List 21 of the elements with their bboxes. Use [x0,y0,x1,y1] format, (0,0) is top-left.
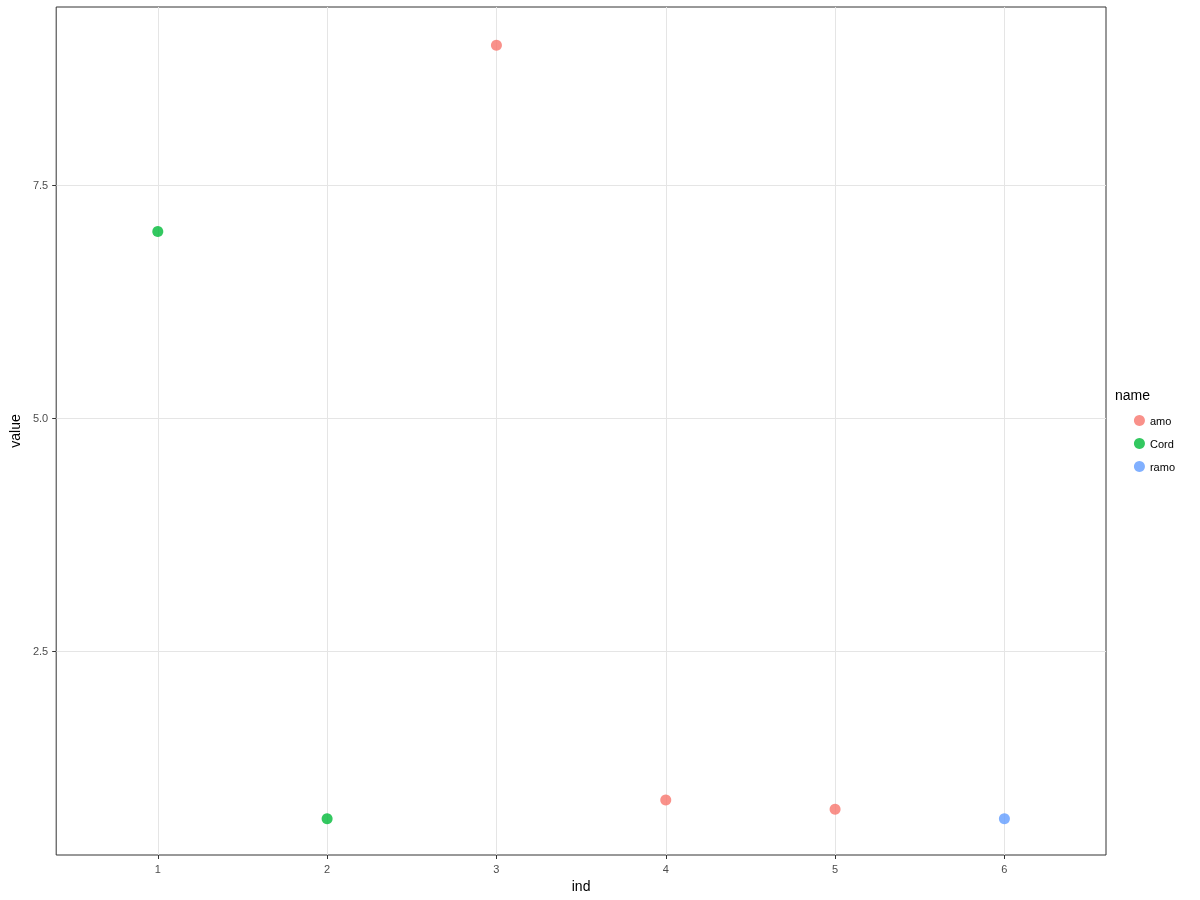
legend-label: ramo [1149,460,1175,473]
x-tick-label: 6 [1001,862,1008,875]
point [829,803,841,815]
y-axis-title: value [7,414,23,448]
x-tick-label: 2 [324,862,331,875]
x-tick-label: 1 [154,862,161,875]
point [321,813,333,825]
x-tick-label: 4 [662,862,669,875]
legend-label: Cord [1149,437,1174,450]
point [660,794,672,806]
x-tick-label: 5 [832,862,839,875]
y-tick-label: 5.0 [32,411,49,424]
point [998,813,1010,825]
y-tick-label: 7.5 [32,178,49,191]
x-tick-label: 3 [493,862,500,875]
point [152,226,164,238]
legend-title: name [1114,387,1151,403]
legend-label: amo [1149,414,1172,427]
point [490,39,502,51]
y-tick-label: 2.5 [32,644,49,657]
x-axis-title: ind [571,878,591,894]
